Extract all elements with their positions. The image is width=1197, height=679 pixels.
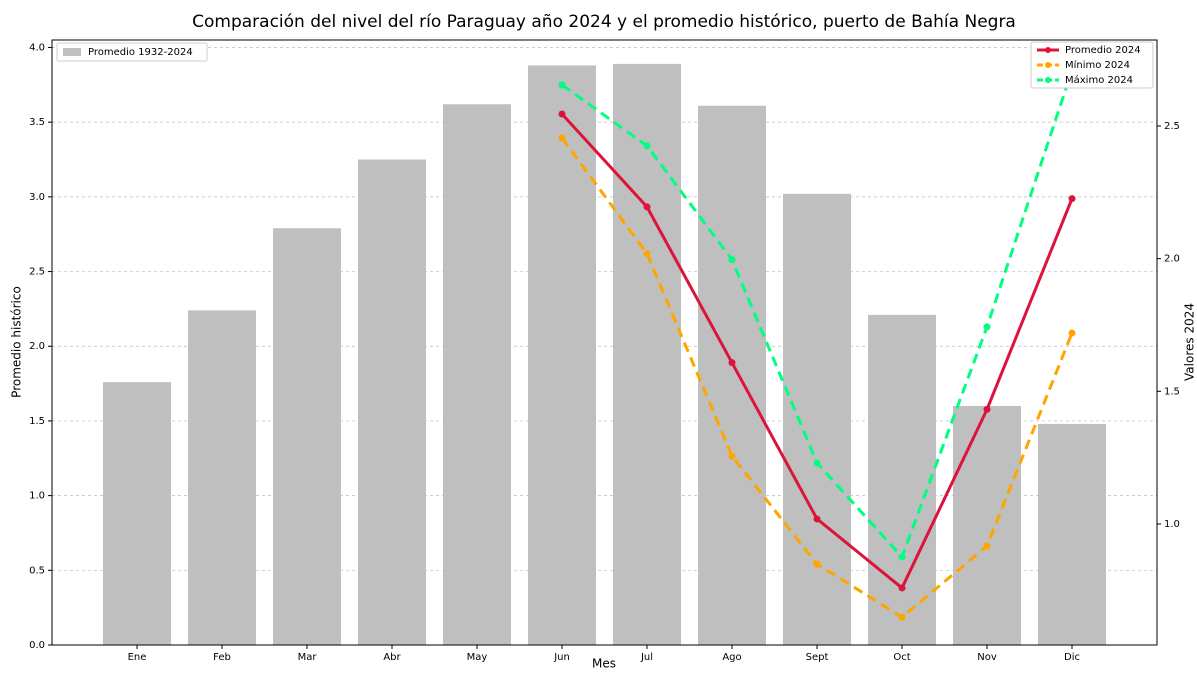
point xyxy=(643,203,651,211)
bar xyxy=(783,193,851,645)
plot-frame xyxy=(51,39,1158,646)
legend-marker xyxy=(1045,47,1051,53)
bar xyxy=(103,382,171,645)
x-tick-label: Ene xyxy=(128,652,147,663)
x-tick-label: Ago xyxy=(722,652,741,663)
point xyxy=(813,515,821,523)
bar xyxy=(953,405,1021,645)
legend-marker xyxy=(1045,62,1051,68)
y-tick-label: 4.0 xyxy=(29,42,45,53)
point xyxy=(813,459,821,467)
y2-tick-label: 2.0 xyxy=(1164,254,1180,265)
legend-box xyxy=(1030,41,1154,89)
bar xyxy=(443,104,511,646)
y-tick-label: 0.0 xyxy=(29,640,45,651)
point xyxy=(643,250,651,258)
bar xyxy=(613,63,681,645)
x-tick-label: Dic xyxy=(1064,652,1080,663)
point xyxy=(1068,329,1076,337)
legend-label: Mínimo 2024 xyxy=(1065,59,1130,71)
point xyxy=(558,81,566,89)
point xyxy=(813,560,821,568)
legend-marker xyxy=(1045,77,1051,83)
y-tick-label: 1.0 xyxy=(29,491,45,502)
legend-label: Promedio 2024 xyxy=(1065,45,1141,56)
y-tick-label: 1.5 xyxy=(29,416,45,427)
y-tick-label: 2.0 xyxy=(29,341,45,352)
point xyxy=(983,405,991,413)
x-tick-label: Abr xyxy=(383,652,401,663)
bar xyxy=(528,65,596,645)
x-tick-label: Feb xyxy=(213,652,231,663)
point xyxy=(558,110,566,118)
point xyxy=(983,542,991,550)
y2-tick-label: 1.0 xyxy=(1164,519,1180,530)
y-tick-label: 3.5 xyxy=(29,117,45,128)
legend-swatch xyxy=(63,48,81,56)
x-tick-label: Nov xyxy=(977,652,997,663)
point xyxy=(898,613,906,621)
x-axis-label: Mes xyxy=(592,657,616,671)
y-tick-label: 3.0 xyxy=(29,192,45,203)
x-tick-label: Jun xyxy=(553,652,570,663)
x-tick-label: Mar xyxy=(298,652,318,663)
x-tick-label: May xyxy=(467,652,488,663)
y-axis-label: Promedio histórico xyxy=(10,286,24,398)
point xyxy=(983,323,991,331)
point xyxy=(558,134,566,142)
y2-tick-label: 1.5 xyxy=(1164,386,1180,397)
bar xyxy=(188,310,256,645)
x-tick-label: Jul xyxy=(640,652,653,663)
legend-box xyxy=(56,42,208,62)
bar xyxy=(698,105,766,645)
bar xyxy=(1038,423,1106,645)
legend-label: Máximo 2024 xyxy=(1065,74,1133,86)
bar xyxy=(358,159,426,646)
point xyxy=(728,452,736,460)
chart-title: Comparación del nivel del río Paraguay a… xyxy=(192,12,1016,32)
point xyxy=(728,256,736,264)
y2-axis-label: Valores 2024 xyxy=(1183,303,1197,381)
bar xyxy=(273,228,341,645)
point xyxy=(1068,195,1076,203)
x-tick-label: Sept xyxy=(806,652,829,663)
y-tick-label: 0.5 xyxy=(29,565,45,576)
legend-label: Promedio 1932-2024 xyxy=(88,47,193,58)
y2-tick-label: 2.5 xyxy=(1164,121,1180,132)
y-tick-label: 2.5 xyxy=(29,267,45,278)
point xyxy=(728,359,736,367)
x-tick-label: Oct xyxy=(893,652,910,663)
point xyxy=(898,584,906,592)
point xyxy=(643,142,651,150)
point xyxy=(898,553,906,561)
